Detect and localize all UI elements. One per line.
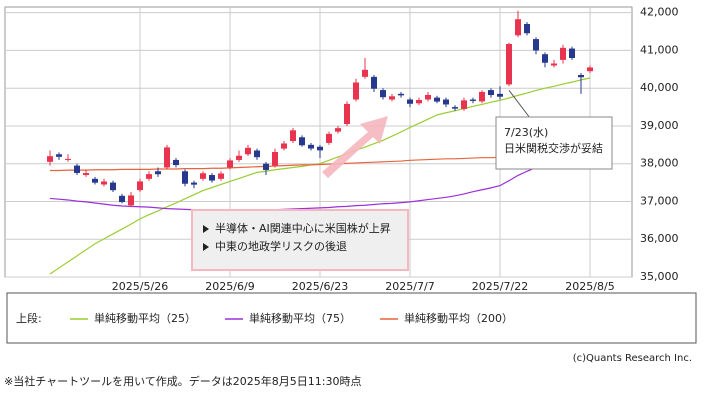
candle-body	[146, 174, 152, 179]
candle-body	[569, 48, 575, 59]
candle-body	[128, 195, 134, 206]
candle-body	[371, 76, 377, 89]
ma-line	[49, 149, 591, 212]
candle-body	[227, 160, 233, 168]
y-tick-label: 36,000	[640, 232, 679, 245]
grid	[5, 7, 632, 278]
candle-body	[182, 171, 188, 184]
candle-body	[353, 82, 359, 100]
candle-body	[155, 171, 161, 175]
candle-body	[497, 93, 503, 97]
candle-body	[443, 99, 449, 105]
candle-body	[218, 173, 224, 179]
candle-body	[281, 143, 287, 149]
legend-box	[6, 292, 697, 344]
ma-line	[49, 77, 591, 275]
candle-body	[191, 182, 197, 185]
candle-body	[119, 195, 125, 203]
credit: (c)Quants Research Inc.	[573, 353, 692, 364]
y-tick-label: 41,000	[640, 43, 679, 56]
candle-body	[56, 154, 62, 157]
candle-body	[173, 159, 179, 166]
callout-text: 7/23(水)	[504, 126, 548, 139]
x-tick-label: 2025/8/5	[565, 280, 614, 293]
x-tick-label: 2025/7/22	[472, 280, 528, 293]
candle-body	[344, 103, 350, 125]
candle-body	[416, 99, 422, 104]
candle-body	[452, 107, 458, 109]
candles	[47, 10, 593, 208]
bullet	[203, 225, 209, 233]
candle-body	[362, 69, 368, 77]
trend-arrow	[322, 116, 388, 178]
candle-body	[137, 181, 143, 191]
candle-body	[65, 158, 71, 160]
candle-body	[470, 99, 476, 101]
candle-body	[92, 178, 98, 183]
candle-body	[101, 181, 107, 185]
candle-body	[254, 150, 260, 158]
note-text: 中東の地政学リスクの後退	[215, 239, 347, 253]
candle-body	[83, 173, 89, 176]
candle-body	[74, 165, 80, 173]
candle-body	[479, 91, 485, 102]
candle-body	[200, 173, 206, 179]
candle-body	[209, 175, 215, 181]
candle-body	[263, 163, 269, 170]
candle-body	[236, 155, 242, 160]
candle-body	[533, 39, 539, 51]
candle-body	[560, 47, 566, 60]
y-tick-label: 42,000	[640, 6, 679, 19]
candle-body	[551, 63, 557, 66]
candle-body	[524, 23, 530, 34]
candle-body	[587, 67, 593, 72]
note-text: 半導体・AI関連中心に米国株が上昇	[215, 221, 391, 235]
y-tick-label: 35,000	[640, 270, 679, 283]
candle-body	[47, 156, 53, 162]
candle-body	[308, 144, 314, 149]
x-tick-label: 2025/6/9	[205, 280, 254, 293]
candle-body	[461, 100, 467, 109]
candle-body	[245, 147, 251, 155]
note-box	[191, 209, 409, 271]
candle-body	[389, 96, 395, 100]
candle-body	[542, 54, 548, 63]
y-tick-label: 39,000	[640, 119, 679, 132]
candle-body	[164, 147, 170, 168]
candle-body	[407, 99, 413, 104]
callout-text: 日米関税交渉が妥結	[504, 141, 603, 155]
y-tick-label: 38,000	[640, 157, 679, 170]
candle-body	[110, 182, 116, 191]
candle-body	[434, 97, 440, 102]
candle-body	[578, 74, 584, 78]
candle-body	[335, 128, 341, 132]
candle-body	[515, 19, 521, 36]
candle-body	[317, 146, 323, 151]
candle-body	[272, 151, 278, 166]
legend-entry: 単純移動平均（75）	[249, 311, 351, 325]
y-tick-label: 37,000	[640, 194, 679, 207]
callout-pointer	[508, 89, 531, 119]
candle-body	[380, 90, 386, 98]
candle-body	[398, 93, 404, 96]
x-tick-label: 2025/6/23	[292, 280, 348, 293]
candle-body	[299, 137, 305, 146]
legend-entry: 単純移動平均（25）	[94, 311, 196, 325]
candle-body	[290, 130, 296, 142]
legend-label: 上段:	[16, 311, 42, 325]
legend-entry: 単純移動平均（200）	[404, 311, 513, 325]
y-tick-label: 40,000	[640, 81, 679, 94]
footnote: ※当社チャートツールを用いて作成。データは2025年8月5日11:30時点	[4, 374, 361, 388]
candle-body	[506, 43, 512, 85]
x-tick-label: 2025/5/26	[112, 280, 168, 293]
candle-body	[425, 94, 431, 100]
candle-body	[488, 90, 494, 96]
candle-body	[326, 133, 332, 143]
bullet	[203, 243, 209, 251]
x-tick-label: 2025/7/7	[385, 280, 434, 293]
callout-box	[495, 116, 613, 170]
